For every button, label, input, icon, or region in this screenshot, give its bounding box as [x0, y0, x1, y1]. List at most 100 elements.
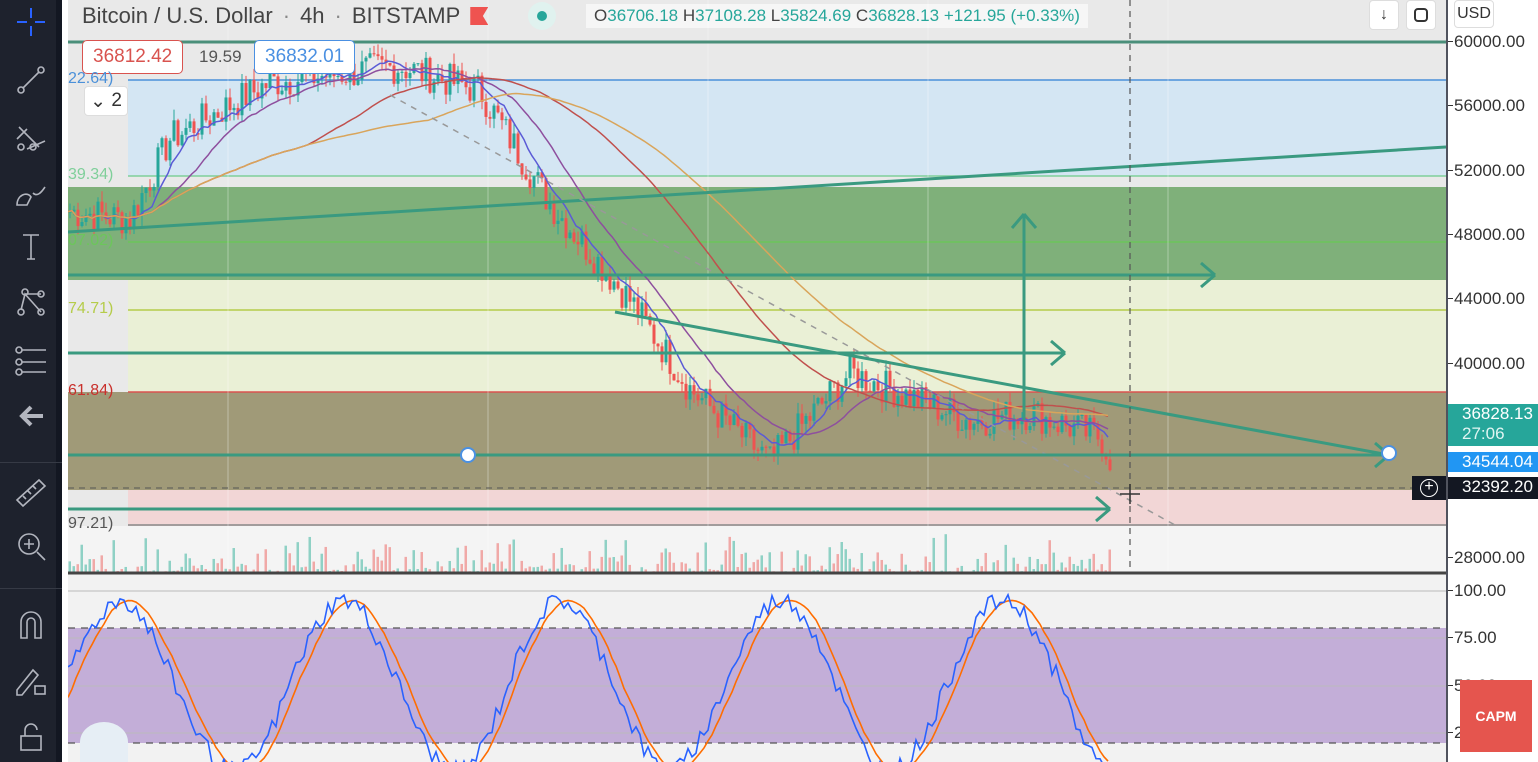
volume-bar — [412, 550, 415, 591]
candle-body — [932, 394, 936, 409]
candle-body — [960, 429, 964, 431]
zoom-in-tool[interactable] — [0, 524, 62, 568]
price-chart[interactable] — [68, 0, 1446, 762]
fib-zone-blue — [128, 80, 1446, 176]
candle-body — [1032, 406, 1036, 427]
stoch-k-line — [68, 592, 1103, 762]
candle-body — [568, 232, 572, 239]
candle-body — [1056, 426, 1060, 433]
candle-body — [896, 395, 900, 407]
candle-body — [868, 390, 872, 392]
lock-tool[interactable] — [0, 714, 62, 758]
volume-bar — [704, 542, 707, 583]
candle-body — [800, 413, 804, 424]
candle-body — [740, 425, 744, 438]
zoom-in-icon — [18, 533, 46, 561]
tradingview-logo[interactable] — [80, 722, 128, 762]
candle-body — [456, 70, 460, 85]
candle-body — [516, 133, 520, 164]
candle-body — [808, 415, 812, 421]
candle-body — [416, 63, 420, 65]
candle-body — [368, 53, 372, 58]
candle-body — [560, 218, 564, 221]
candle-body — [136, 205, 140, 216]
candle-body — [688, 385, 692, 400]
volume-bar — [840, 541, 843, 582]
arrow-head — [1095, 507, 1111, 523]
candle-body — [1080, 414, 1084, 416]
prediction-icon — [15, 346, 46, 376]
pattern-tool[interactable] — [0, 280, 62, 324]
candle-body — [192, 121, 196, 133]
candle-body — [940, 415, 944, 420]
symbol-name[interactable]: Bitcoin / U.S. Dollar — [82, 3, 273, 28]
candle-body — [1008, 401, 1012, 430]
candle-body — [440, 74, 444, 81]
brush-tool[interactable] — [0, 171, 62, 215]
sell-button[interactable]: 36812.42 — [82, 40, 184, 74]
buy-button[interactable]: 36832.01 — [254, 40, 356, 74]
candle-body — [636, 297, 640, 318]
candle-body — [536, 172, 540, 177]
candle-body — [608, 274, 612, 290]
chevron-down-icon: ⌄ — [90, 90, 112, 112]
candle-body — [1068, 425, 1072, 437]
candle-body — [804, 415, 808, 424]
magnet-icon — [20, 611, 42, 639]
text-tool[interactable] — [0, 225, 62, 269]
candle-body — [496, 105, 500, 113]
candle-body — [652, 324, 656, 344]
candle-body — [544, 178, 548, 210]
volume-bar — [1048, 540, 1051, 581]
arrow-head — [1095, 495, 1111, 511]
currency-button[interactable]: USD — [1454, 0, 1494, 28]
fib-level-label: 74.71) — [68, 300, 114, 317]
candle-body — [720, 403, 724, 428]
candle-body — [704, 388, 708, 399]
price-tick: 56000.00 — [1448, 96, 1525, 115]
trend-line-tool[interactable] — [0, 58, 62, 102]
lock-drawing-tool[interactable] — [0, 658, 62, 702]
add-alert-button[interactable]: + — [1412, 476, 1446, 500]
volume-bar — [144, 538, 147, 579]
collapse-indicators-button[interactable]: ⌄ 2 — [84, 86, 128, 116]
candle-body — [812, 403, 816, 421]
crosshair-tool[interactable] — [0, 0, 62, 44]
candle-body — [340, 76, 344, 82]
lock-icon — [20, 723, 42, 751]
candle-body — [392, 65, 396, 84]
magnet-tool[interactable] — [0, 602, 62, 646]
candle-body — [820, 398, 824, 404]
volume-bar — [728, 536, 731, 577]
back-arrow-tool[interactable] — [0, 394, 62, 438]
candle-body — [768, 446, 772, 448]
fullscreen-button[interactable] — [1406, 0, 1436, 30]
pitchfork-tool[interactable] — [0, 115, 62, 159]
candle-body — [208, 120, 212, 126]
price-scale[interactable]: USD 60000.00 56000.00 52000.00 48000.00 4400… — [1446, 0, 1538, 762]
ruler-tool[interactable] — [0, 470, 62, 514]
volume-bar — [384, 544, 387, 585]
interval[interactable]: 4h — [300, 3, 325, 28]
candle-body — [140, 193, 144, 216]
candle-body — [692, 385, 696, 395]
text-icon — [23, 234, 39, 260]
volume-bar — [512, 539, 515, 580]
candle-body — [680, 382, 684, 384]
volume-bar — [388, 547, 391, 588]
stoch-d-line — [68, 599, 1109, 762]
fib-zone-lightgreen — [128, 280, 1446, 392]
stoch-tick: 100.00 — [1448, 581, 1506, 600]
brush-icon — [16, 186, 46, 206]
prediction-tool[interactable] — [0, 338, 62, 382]
candle-body — [616, 281, 620, 289]
candle-body — [288, 82, 292, 95]
volume-bar — [624, 540, 627, 581]
scroll-down-button[interactable]: ↓ — [1369, 0, 1399, 30]
candle-body — [68, 211, 72, 213]
candle-body — [372, 53, 376, 55]
candle-body — [776, 435, 780, 456]
flag-icon[interactable] — [470, 7, 489, 25]
volume-bar — [796, 550, 799, 591]
fib-level-label: 97.21) — [68, 515, 114, 532]
